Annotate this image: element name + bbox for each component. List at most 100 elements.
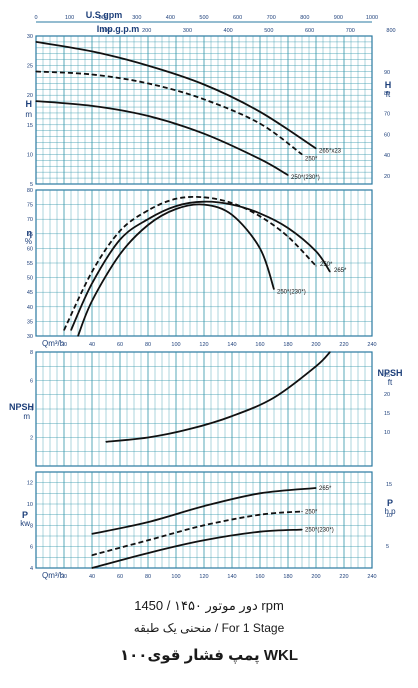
npsh-y-tick-right: 15 — [384, 411, 390, 417]
eff-data-point — [119, 239, 121, 241]
eff-data-point — [70, 329, 72, 331]
head-data-point — [91, 105, 93, 107]
power-data-point — [147, 539, 149, 541]
us-gpm-tick: 100 — [65, 15, 74, 21]
npsh-y-tick: 8 — [30, 350, 33, 356]
power-data-point — [259, 531, 261, 533]
head-data-point — [259, 123, 261, 125]
imp-gpm-tick: 600 — [305, 28, 314, 34]
npsh-y-tick-right: 10 — [384, 430, 390, 436]
power-y-tick-right: 5 — [386, 544, 389, 550]
power-series-label: 250*(230*) — [305, 528, 334, 534]
power-y-tick: 8 — [30, 523, 33, 529]
power-y-unit: kw — [20, 519, 30, 528]
eff-series-label: 265* — [334, 268, 347, 274]
head-series-label: 250* — [305, 156, 318, 162]
head-y-unit: m — [25, 110, 32, 119]
eff-y-tick: 35 — [27, 319, 33, 325]
head-data-point — [203, 98, 205, 100]
head-data-point — [203, 83, 205, 86]
head-data-point — [203, 133, 205, 135]
power-x-tick: 60 — [117, 574, 123, 580]
eff-y-tick: 30 — [27, 334, 33, 340]
npsh-y-unit-right: ft — [388, 378, 393, 387]
imp-gpm-tick: 200 — [142, 28, 151, 34]
imp-gpm-tick: 300 — [183, 28, 192, 34]
head-series-line — [35, 70, 303, 156]
eff-x-tick: 220 — [339, 342, 348, 348]
npsh-data-point — [189, 428, 191, 430]
eff-y-tick: 50 — [27, 276, 33, 282]
imp-gpm-tick: 100 — [101, 28, 110, 34]
eff-data-point — [329, 271, 331, 273]
eff-y-tick: 70 — [27, 217, 33, 223]
power-data-point — [203, 539, 205, 541]
eff-y-tick: 60 — [27, 246, 33, 252]
head-y-tick: 10 — [27, 152, 33, 158]
power-y-tick: 10 — [27, 502, 33, 508]
head-y-tick: 20 — [27, 93, 33, 99]
eff-data-point — [259, 215, 261, 217]
us-gpm-tick: 700 — [267, 15, 276, 21]
eff-x-tick: 240 — [367, 342, 376, 348]
eff-x-tick: 80 — [145, 342, 151, 348]
eff-x-tick: 100 — [171, 342, 180, 348]
head-y-tick-right: 60 — [384, 132, 390, 138]
eff-data-point — [175, 205, 177, 207]
npsh-data-point — [231, 415, 233, 417]
power-series-label: 250* — [305, 509, 318, 515]
eff-x-tick: 60 — [117, 342, 123, 348]
imp-gpm-tick: 500 — [264, 28, 273, 34]
eff-x-tick: 140 — [227, 342, 236, 348]
head-data-point — [315, 147, 317, 150]
power-y-tick-right: 10 — [386, 513, 392, 519]
power-x-tick-label: Qm³/h — [42, 571, 64, 580]
power-y-label: P — [22, 510, 28, 520]
power-y-tick: 12 — [27, 481, 33, 487]
eff-series-label: 250*(230*) — [277, 289, 306, 295]
power-x-tick: 240 — [367, 574, 376, 580]
eff-x-tick: 40 — [89, 342, 95, 348]
head-data-point — [91, 73, 93, 76]
head-data-point — [259, 111, 261, 113]
head-y-tick: 25 — [27, 64, 33, 70]
eff-series-label: 250* — [320, 262, 333, 268]
power-x-tick: 40 — [89, 574, 95, 580]
head-data-point — [35, 70, 37, 73]
eff-data-point — [259, 212, 261, 214]
eff-data-point — [91, 300, 93, 302]
eff-data-point — [203, 196, 205, 198]
eff-data-point — [91, 282, 93, 285]
eff-data-point — [203, 204, 205, 206]
head-series-label: 265*x23 — [319, 148, 342, 154]
power-data-point — [203, 505, 205, 507]
us-gpm-tick: 400 — [166, 15, 175, 21]
eff-data-point — [287, 227, 289, 229]
eff-data-point — [231, 202, 233, 204]
npsh-y-tick: 2 — [30, 436, 33, 442]
us-gpm-tick: 500 — [199, 15, 208, 21]
us-gpm-tick: 0 — [34, 15, 37, 21]
power-x-tick: 20 — [61, 574, 67, 580]
npsh-y-tick: 6 — [30, 379, 33, 385]
head-y-tick: 30 — [27, 34, 33, 40]
eff-data-point — [119, 253, 121, 255]
head-series-label: 250*(230*) — [291, 175, 320, 181]
stage-caption: منحنی یک طبقه / For 1 Stage — [133, 621, 285, 635]
us-gpm-tick: 1000 — [366, 15, 378, 21]
npsh-data-point — [273, 397, 275, 399]
power-y-unit-right: h.p — [384, 507, 396, 516]
eff-y-unit: % — [25, 237, 32, 246]
eff-data-point — [315, 250, 317, 252]
head-y-tick-right: 90 — [384, 70, 390, 76]
us-gpm-tick: 900 — [334, 15, 343, 21]
head-y-tick-right: 80 — [384, 91, 390, 97]
power-data-point — [259, 492, 261, 494]
eff-data-point — [273, 288, 275, 290]
eff-data-point — [287, 236, 289, 238]
us-gpm-tick: 300 — [132, 15, 141, 21]
npsh-data-point — [147, 436, 149, 439]
power-y-tick: 4 — [30, 566, 33, 572]
eff-series-line — [63, 195, 317, 331]
